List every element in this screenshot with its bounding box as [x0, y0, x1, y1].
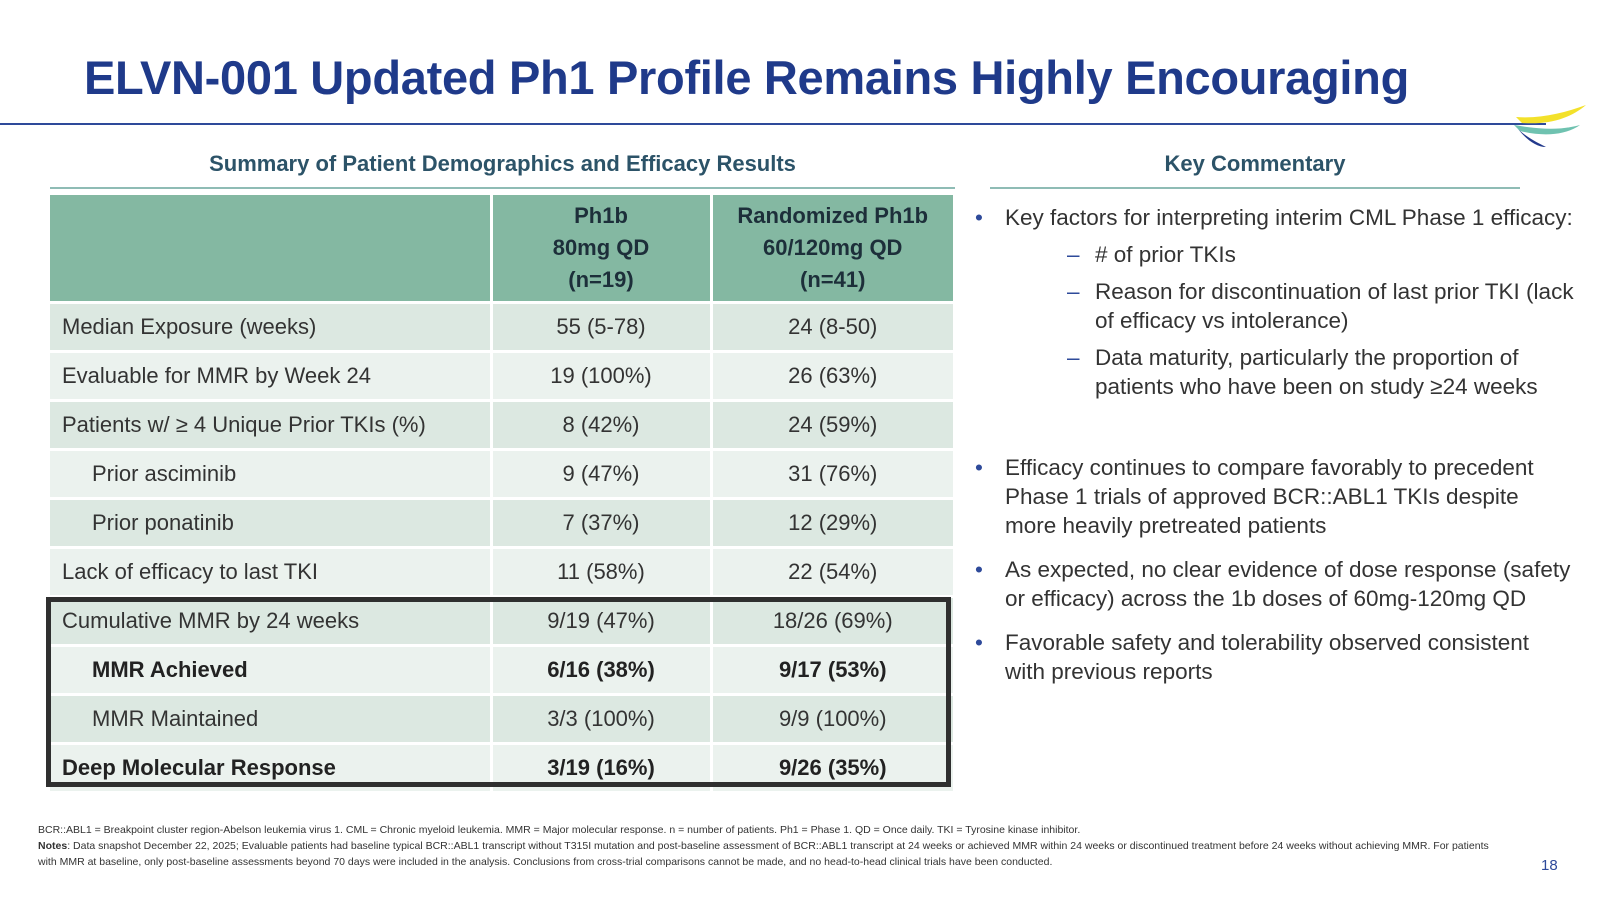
commentary-bullet: • Efficacy continues to compare favorabl…: [975, 453, 1575, 540]
header-randomized-ph1b: Randomized Ph1b 60/120mg QD (n=41): [711, 195, 953, 303]
cell-ph1b: 11 (58%): [491, 546, 713, 597]
row-label: Prior asciminib: [50, 448, 493, 499]
row-label: Patients w/ ≥ 4 Unique Prior TKIs (%): [50, 399, 493, 450]
cell-randomized: 9/26 (35%): [711, 742, 953, 791]
commentary-bullet: • Key factors for interpreting interim C…: [975, 203, 1575, 401]
cell-ph1b: 9/19 (47%): [491, 595, 713, 646]
cell-ph1b: 8 (42%): [491, 399, 713, 450]
table-row: Median Exposure (weeks) 55 (5-78) 24 (8-…: [50, 301, 953, 352]
cell-ph1b: 9 (47%): [491, 448, 713, 499]
table-row: Lack of efficacy to last TKI 11 (58%) 22…: [50, 546, 953, 597]
cell-randomized: 26 (63%): [711, 350, 953, 401]
commentary-bullet: • Favorable safety and tolerability obse…: [975, 628, 1575, 686]
header-ph1b-line1: Ph1b: [574, 203, 628, 228]
abbreviations-footnote: BCR::ABL1 = Breakpoint cluster region-Ab…: [38, 824, 1081, 836]
row-label: Prior ponatinib: [50, 497, 493, 548]
cell-randomized: 9/17 (53%): [711, 644, 953, 695]
table-row: Deep Molecular Response 3/19 (16%) 9/26 …: [50, 742, 953, 791]
notes-label: Notes: [38, 840, 68, 852]
dash-icon: –: [1067, 242, 1080, 267]
dash-icon: –: [1067, 279, 1080, 304]
cell-ph1b: 6/16 (38%): [491, 644, 713, 695]
commentary-bullet: • As expected, no clear evidence of dose…: [975, 555, 1575, 613]
cell-ph1b: 3/19 (16%): [491, 742, 713, 791]
header-ph1b-line3: (n=19): [568, 267, 634, 292]
cell-randomized: 24 (8-50): [711, 301, 953, 352]
table-header-row: Ph1b 80mg QD (n=19) Randomized Ph1b 60/1…: [50, 195, 953, 303]
table-row: Cumulative MMR by 24 weeks 9/19 (47%) 18…: [50, 595, 953, 646]
row-label: MMR Achieved: [50, 644, 493, 695]
commentary-sub-bullet: – # of prior TKIs: [1005, 240, 1575, 269]
cell-randomized: 12 (29%): [711, 497, 953, 548]
header-rand-line1: Randomized Ph1b: [737, 203, 929, 228]
slide-title: ELVN-001 Updated Ph1 Profile Remains Hig…: [84, 51, 1409, 104]
commentary-sub-bullet: – Data maturity, particularly the propor…: [1005, 343, 1575, 401]
cell-randomized: 18/26 (69%): [711, 595, 953, 646]
bullet-text: Favorable safety and tolerability observ…: [1005, 630, 1530, 684]
row-label: Deep Molecular Response: [50, 742, 493, 791]
cell-ph1b: 3/3 (100%): [491, 693, 713, 744]
table-row: Evaluable for MMR by Week 24 19 (100%) 2…: [50, 350, 953, 401]
sub-bullet-text: # of prior TKIs: [1095, 242, 1236, 267]
bullet-icon: •: [975, 557, 983, 582]
bullet-icon: •: [975, 455, 983, 480]
row-label: Cumulative MMR by 24 weeks: [50, 595, 493, 646]
cell-randomized: 22 (54%): [711, 546, 953, 597]
bullet-text: As expected, no clear evidence of dose r…: [1005, 557, 1571, 611]
bullet-text: Key factors for interpreting interim CML…: [1005, 205, 1573, 230]
cell-ph1b: 55 (5-78): [491, 301, 713, 352]
notes-text: : Data snapshot December 22, 2025; Evalu…: [38, 840, 1489, 868]
table-section-divider: [50, 187, 955, 189]
commentary-sub-bullet: – Reason for discontinuation of last pri…: [1005, 277, 1575, 335]
table-section-heading: Summary of Patient Demographics and Effi…: [209, 151, 796, 176]
table-row: Prior ponatinib 7 (37%) 12 (29%): [50, 497, 953, 548]
commentary-list: • Key factors for interpreting interim C…: [975, 203, 1575, 686]
cell-randomized: 9/9 (100%): [711, 693, 953, 744]
cell-ph1b: 7 (37%): [491, 497, 713, 548]
results-table: Ph1b 80mg QD (n=19) Randomized Ph1b 60/1…: [50, 195, 953, 791]
cell-randomized: 31 (76%): [711, 448, 953, 499]
header-ph1b: Ph1b 80mg QD (n=19): [491, 195, 713, 303]
row-label: MMR Maintained: [50, 693, 493, 744]
sub-bullet-text: Reason for discontinuation of last prior…: [1095, 279, 1574, 333]
title-divider: [0, 123, 1546, 125]
table-row: MMR Achieved 6/16 (38%) 9/17 (53%): [50, 644, 953, 695]
table-row: Prior asciminib 9 (47%) 31 (76%): [50, 448, 953, 499]
table-row: MMR Maintained 3/3 (100%) 9/9 (100%): [50, 693, 953, 744]
commentary-heading: Key Commentary: [1164, 151, 1346, 176]
commentary-divider: [990, 187, 1520, 189]
notes-footnote: Notes: Data snapshot December 22, 2025; …: [38, 838, 1508, 870]
bullet-icon: •: [975, 205, 983, 230]
bullet-text: Efficacy continues to compare favorably …: [1005, 455, 1534, 538]
page-number: 18: [1541, 857, 1558, 874]
cell-randomized: 24 (59%): [711, 399, 953, 450]
header-ph1b-line2: 80mg QD: [552, 235, 650, 260]
sub-bullet-text: Data maturity, particularly the proporti…: [1095, 345, 1538, 399]
header-rand-line2: 60/120mg QD: [763, 235, 903, 260]
cell-ph1b: 19 (100%): [491, 350, 713, 401]
header-rand-line3: (n=41): [800, 267, 866, 292]
footnotes: BCR::ABL1 = Breakpoint cluster region-Ab…: [38, 822, 1508, 870]
row-label: Lack of efficacy to last TKI: [50, 546, 493, 597]
row-label: Median Exposure (weeks): [50, 301, 493, 352]
row-label: Evaluable for MMR by Week 24: [50, 350, 493, 401]
dash-icon: –: [1067, 345, 1080, 370]
bullet-icon: •: [975, 630, 983, 655]
company-logo-icon: [1514, 105, 1586, 147]
table-row: Patients w/ ≥ 4 Unique Prior TKIs (%) 8 …: [50, 399, 953, 450]
header-empty: [50, 195, 493, 303]
